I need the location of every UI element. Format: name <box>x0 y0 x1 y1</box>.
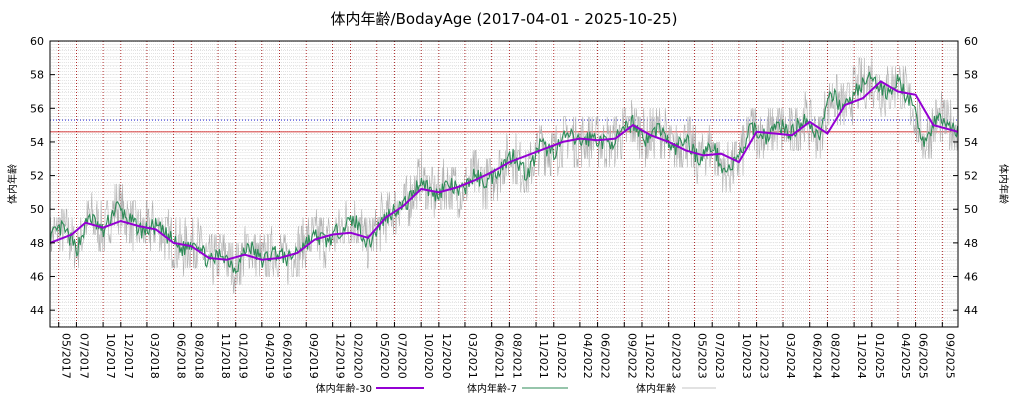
x-tick-label: 07/2020 <box>395 333 408 379</box>
y-tick-label: 56 <box>30 102 44 115</box>
x-tick-label: 08/2021 <box>510 333 523 379</box>
y2-tick-label: 56 <box>964 102 978 115</box>
x-tick-label: 05/2017 <box>60 333 73 379</box>
x-tick-label: 10/2020 <box>422 333 435 379</box>
y-tick-label: 48 <box>30 237 44 250</box>
series-line-7 <box>49 71 959 275</box>
x-tick-label: 09/2022 <box>625 333 638 379</box>
x-tick-label: 05/2023 <box>696 333 709 379</box>
x-tick-label: 04/2019 <box>263 333 276 379</box>
series-line-raw <box>49 57 958 294</box>
y-tick-label: 60 <box>30 35 44 48</box>
x-tick-label: 11/2024 <box>855 333 868 379</box>
x-tick-label: 07/2017 <box>77 333 90 379</box>
x-tick-label: 04/2022 <box>581 333 594 379</box>
y2-axis-label: 体内年齢 <box>997 164 1010 204</box>
legend-label: 体内年齢 <box>636 382 676 395</box>
x-tick-label: 11/2018 <box>219 333 232 379</box>
x-tick-label: 10/2017 <box>104 333 117 379</box>
x-tick-label: 08/2024 <box>828 333 841 379</box>
x-tick-label: 06/2019 <box>281 333 294 379</box>
y2-tick-label: 52 <box>964 170 978 183</box>
y2-tick-label: 54 <box>964 136 978 149</box>
horizontal-gridlines <box>50 40 958 328</box>
y-tick-label: 52 <box>30 170 44 183</box>
x-tick-label: 01/2022 <box>555 333 568 379</box>
x-tick-label: 02/2023 <box>670 333 683 379</box>
chart-title: 体内年齢/BodayAge (2017-04-01 - 2025-10-25) <box>331 10 678 28</box>
x-tick-label: 01/2025 <box>873 333 886 379</box>
x-tick-label: 04/2025 <box>899 333 912 379</box>
y-tick-label: 44 <box>30 304 44 317</box>
x-tick-label: 09/2019 <box>307 333 320 379</box>
y2-tick-label: 46 <box>964 271 978 284</box>
x-tick-label: 06/2018 <box>175 333 188 379</box>
x-ticks: 05/2017 07/2017 10/2017 12/2017 03/2018 06/20… <box>58 322 956 379</box>
x-tick-label: 06/2025 <box>917 333 930 379</box>
y-ticks: 44 44 46 46 48 48 50 50 52 52 54 54 56 56 58 58 60 60 <box>30 35 978 317</box>
y2-tick-label: 48 <box>964 237 978 250</box>
legend-label: 体内年齢-30 <box>316 382 372 395</box>
x-tick-label: 06/2022 <box>599 333 612 379</box>
x-tick-label: 12/2020 <box>440 333 453 379</box>
y2-tick-label: 44 <box>964 304 978 317</box>
y2-tick-label: 58 <box>964 69 978 82</box>
x-tick-label: 06/2024 <box>811 333 824 379</box>
y-tick-label: 50 <box>30 203 44 216</box>
x-tick-label: 07/2023 <box>713 333 726 379</box>
x-tick-label: 03/2018 <box>148 333 161 379</box>
x-tick-label: 05/2020 <box>378 333 391 379</box>
y-tick-label: 46 <box>30 271 44 284</box>
legend-label: 体内年齢-7 <box>467 382 517 395</box>
series-group <box>49 57 959 294</box>
y2-tick-label: 50 <box>964 203 978 216</box>
x-tick-label: 11/2022 <box>643 333 656 379</box>
x-tick-label: 02/2020 <box>352 333 365 379</box>
x-tick-label: 09/2025 <box>943 333 956 379</box>
x-tick-label: 03/2024 <box>784 333 797 379</box>
y-axis-label: 体内年齢 <box>6 164 19 204</box>
x-tick-label: 01/2019 <box>237 333 250 379</box>
y-tick-label: 58 <box>30 69 44 82</box>
y2-tick-label: 60 <box>964 35 978 48</box>
x-tick-label: 06/2021 <box>493 333 506 379</box>
legend: 体内年齢-30 体内年齢-7 体内年齢 <box>316 382 716 395</box>
x-tick-label: 12/2019 <box>334 333 347 379</box>
x-tick-label: 12/2017 <box>122 333 135 379</box>
y-tick-label: 54 <box>30 136 44 149</box>
x-tick-label: 12/2023 <box>758 333 771 379</box>
x-tick-label: 03/2021 <box>466 333 479 379</box>
series-line-30 <box>49 80 959 261</box>
x-tick-label: 10/2023 <box>740 333 753 379</box>
x-tick-label: 11/2021 <box>537 333 550 379</box>
plot-frame <box>49 40 959 328</box>
x-tick-label: 08/2018 <box>192 333 205 379</box>
